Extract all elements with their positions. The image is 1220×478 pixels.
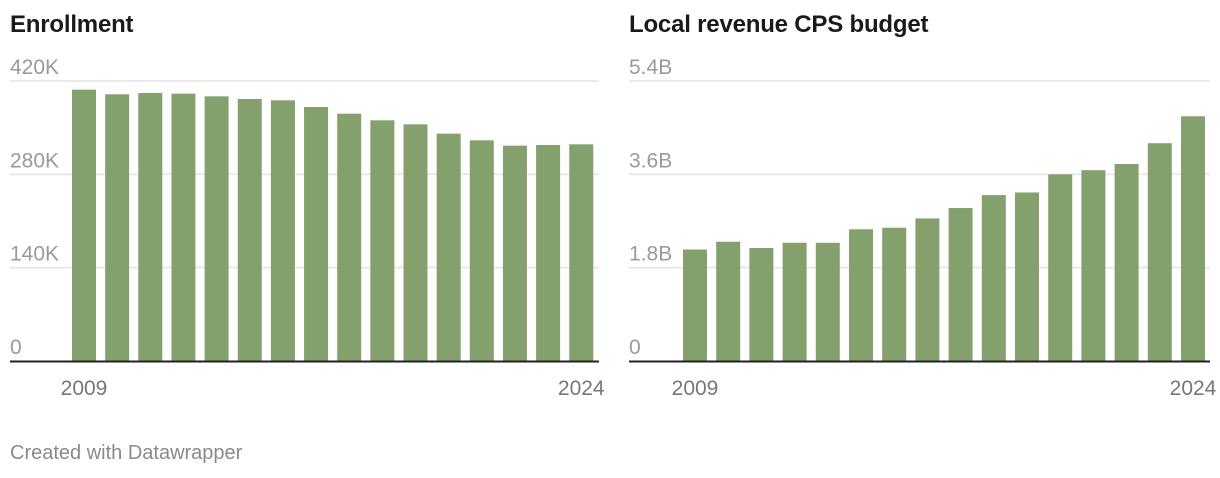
enrollment-bar[interactable]: 2017: 371000 [337,113,362,362]
footer-credit: Created with Datawrapper [10,442,243,464]
revenue-chart-title: Local revenue CPS budget [629,11,929,38]
enrollment-bar[interactable]: 2012: 401000 [171,93,196,362]
revenue-y-tick-label: 1.8B [629,243,672,266]
enrollment-bar[interactable]: 2020: 341000 [436,133,461,361]
revenue-bar[interactable]: 2023: 4.2 [1147,143,1172,361]
revenue-bar[interactable]: 2021: 3.68 [1081,170,1106,361]
revenue-bar[interactable]: 2017: 2.95 [948,208,973,361]
revenue-bar[interactable]: 2020: 3.6 [1048,174,1073,361]
enrollment-bar[interactable]: 2015: 391000 [270,100,295,361]
revenue-bar[interactable]: 2019: 3.25 [1015,192,1039,361]
revenue-bar[interactable]: 2018: 3.2 [981,195,1006,361]
revenue-bar[interactable]: 2014: 2.54 [849,229,873,361]
enrollment-bar[interactable]: 2013: 397000 [204,96,229,361]
enrollment-bar[interactable]: 2022: 323000 [502,145,527,361]
revenue-bar[interactable]: 2009: 2.15 [683,249,707,361]
enrollment-bar[interactable]: 2024: 325000 [569,144,594,361]
revenue-y-tick-label: 3.6B [629,149,672,172]
enrollment-x-tick-label: 2024 [558,377,605,400]
enrollment-y-tick-label: 0 [10,336,22,359]
revenue-x-tick-label: 2009 [672,377,719,400]
enrollment-bar[interactable]: 2011: 402000 [138,93,163,361]
enrollment-bar[interactable]: 2023: 324000 [536,145,561,361]
enrollment-bar[interactable]: 2010: 400000 [105,94,130,361]
enrollment-bar[interactable]: 2016: 381000 [304,107,329,361]
revenue-bar[interactable]: 2011: 2.18 [749,247,774,361]
enrollment-chart-title: Enrollment [10,11,134,38]
revenue-y-tick-label: 0 [629,336,641,359]
enrollment-bar[interactable]: 2019: 355000 [403,124,428,361]
enrollment-y-tick-label: 280K [10,149,59,172]
enrollment-bar[interactable]: 2018: 361000 [370,120,395,361]
enrollment-bar[interactable]: 2009: 407000 [72,89,96,362]
revenue-bar[interactable]: 2013: 2.28 [815,242,840,361]
revenue-bar[interactable]: 2024: 4.72 [1181,116,1205,361]
revenue-bar[interactable]: 2012: 2.28 [782,242,807,361]
enrollment-y-tick-label: 140K [10,243,59,266]
revenue-bar[interactable]: 2022: 3.8 [1114,163,1139,361]
enrollment-bar[interactable]: 2021: 331000 [469,140,494,361]
enrollment-y-tick-label: 420K [10,56,59,79]
revenue-y-tick-label: 5.4B [629,56,672,79]
enrollment-bar[interactable]: 2014: 393000 [237,99,262,361]
enrollment-x-tick-label: 2009 [61,377,108,400]
revenue-bar[interactable]: 2015: 2.57 [882,227,907,361]
revenue-x-tick-label: 2024 [1170,377,1217,400]
revenue-bar[interactable]: 2010: 2.3 [716,241,741,361]
revenue-bar[interactable]: 2016: 2.75 [915,218,940,361]
